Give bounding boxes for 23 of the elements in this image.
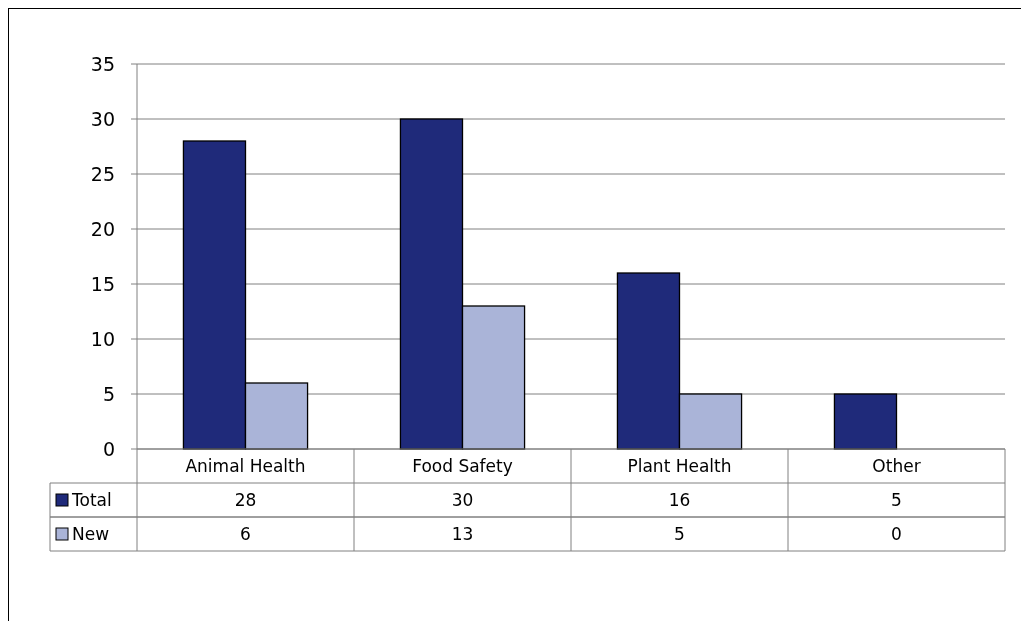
legend-label: Total bbox=[71, 489, 112, 510]
data-label: 13 bbox=[451, 523, 474, 544]
data-label: 5 bbox=[891, 489, 902, 510]
data-label: 28 bbox=[234, 489, 257, 510]
bar bbox=[833, 393, 898, 450]
data-label: 5 bbox=[674, 523, 685, 544]
y-tick-label: 0 bbox=[102, 437, 115, 460]
data-label: 0 bbox=[891, 523, 902, 544]
y-tick-label: 15 bbox=[90, 272, 115, 295]
y-tick-label: 35 bbox=[90, 52, 115, 75]
y-tick-label: 20 bbox=[90, 217, 115, 240]
x-tick-label: Animal Health bbox=[185, 455, 306, 476]
data-label: 6 bbox=[240, 523, 251, 544]
y-tick-label: 25 bbox=[90, 162, 115, 185]
x-tick-label: Food Safety bbox=[412, 455, 513, 476]
y-tick-label: 10 bbox=[90, 327, 115, 350]
data-label: 30 bbox=[451, 489, 474, 510]
x-tick-label: Other bbox=[872, 455, 921, 476]
legend-label: New bbox=[72, 523, 110, 544]
y-tick-label: 30 bbox=[90, 107, 115, 130]
x-tick-label: Plant Health bbox=[627, 455, 732, 476]
data-label: 16 bbox=[668, 489, 691, 510]
y-tick-label: 5 bbox=[102, 382, 115, 405]
